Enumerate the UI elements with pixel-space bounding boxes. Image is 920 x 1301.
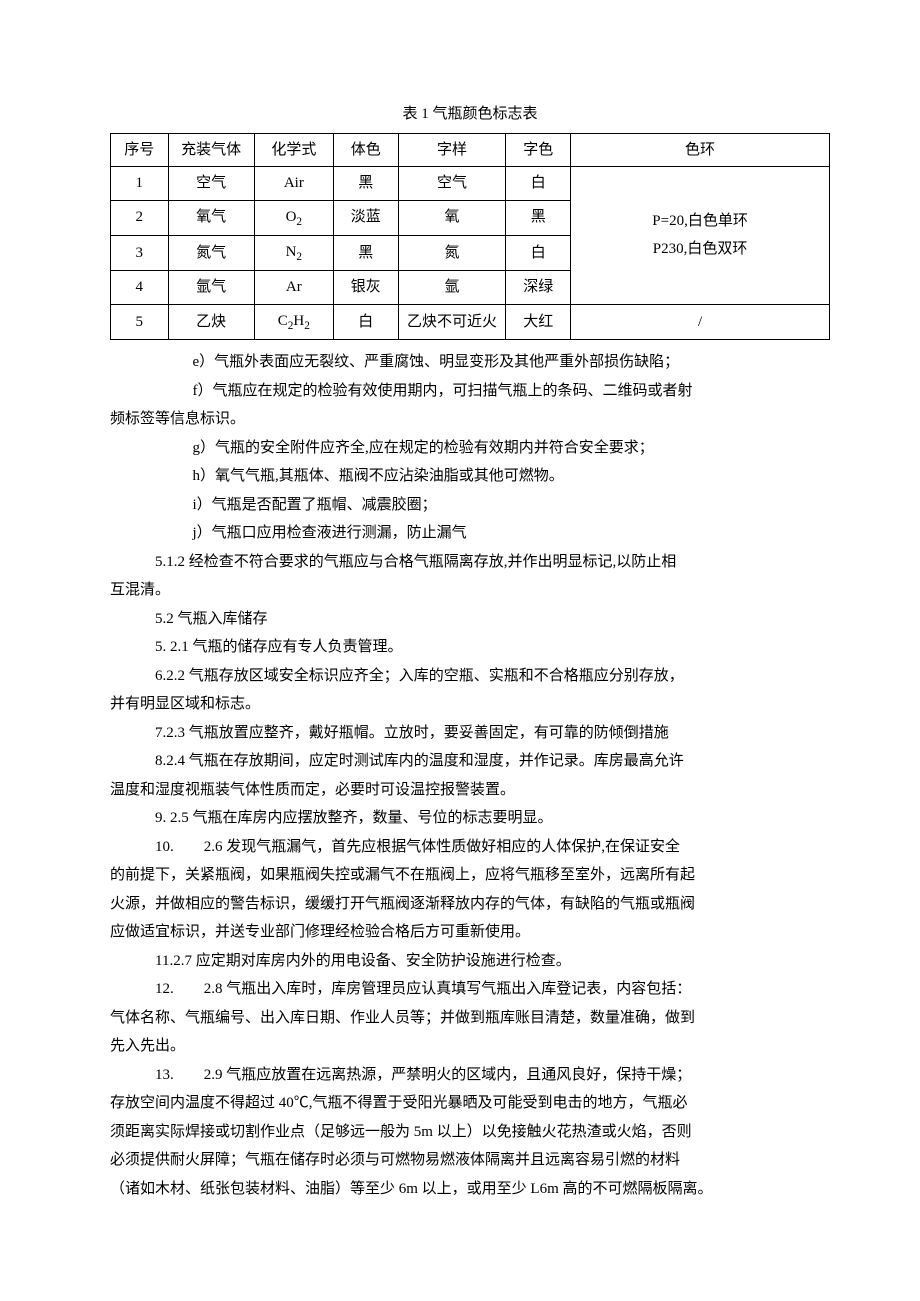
cell: 空气: [168, 167, 254, 201]
para-10a: 10. 2.6 发现气瓶漏气，首先应根据气体性质做好相应的人体保护,在保证安全: [110, 833, 830, 862]
th-index: 序号: [111, 133, 169, 167]
cell: 淡蓝: [333, 200, 398, 235]
para-12c: 先入先出。: [110, 1032, 830, 1061]
cell: Ar: [254, 271, 333, 305]
cell: 氧: [398, 200, 506, 235]
gas-color-table: 序号 充装气体 化学式 体色 字样 字色 色环 1 空气 Air 黑 空气 白 …: [110, 133, 830, 341]
cell: 黑: [333, 235, 398, 270]
cell: 2: [111, 200, 169, 235]
cell: Air: [254, 167, 333, 201]
table-row: 1 空气 Air 黑 空气 白 P=20,白色单环 P230,白色双环: [111, 167, 830, 201]
cell-formula: C2H2: [254, 304, 333, 339]
para-824a: 8.2.4 气瓶在存放期间，应定时测试库内的温度和湿度，并作记录。库房最高允许: [110, 747, 830, 776]
cell: 氩气: [168, 271, 254, 305]
para-f1: f）气瓶应在规定的检验有效使用期内，可扫描气瓶上的条码、二维码或者射: [110, 377, 830, 406]
cell-ring-merged: P=20,白色单环 P230,白色双环: [571, 167, 830, 305]
para-13d: 必须提供耐火屏障；气瓶在储存时必须与可燃物易燃液体隔离并且远离容易引燃的材料: [110, 1146, 830, 1175]
para-512b: 互混清。: [110, 576, 830, 605]
cell: 白: [506, 167, 571, 201]
para-622b: 并有明显区域和标志。: [110, 690, 830, 719]
cell: 1: [111, 167, 169, 201]
cell: 乙炔不可近火: [398, 304, 506, 339]
th-formula: 化学式: [254, 133, 333, 167]
para-11: 11.2.7 应定期对库房内外的用电设备、安全防护设施进行检查。: [110, 947, 830, 976]
th-markcolor: 字色: [506, 133, 571, 167]
para-622a: 6.2.2 气瓶存放区域安全标识应齐全；入库的空瓶、实瓶和不合格瓶应分别存放，: [110, 662, 830, 691]
th-ring: 色环: [571, 133, 830, 167]
para-12b: 气体名称、气瓶编号、出入库日期、作业人员等；并做到瓶库账目清楚，数量准确，做到: [110, 1004, 830, 1033]
cell: 4: [111, 271, 169, 305]
th-body: 体色: [333, 133, 398, 167]
cell: 氮: [398, 235, 506, 270]
para-925: 9. 2.5 气瓶在库房内应摆放整齐，数量、号位的标志要明显。: [110, 804, 830, 833]
para-f2: 频标签等信息标识。: [110, 405, 830, 434]
cell: 空气: [398, 167, 506, 201]
para-824b: 温度和湿度视瓶装气体性质而定，必要时可设温控报警装置。: [110, 776, 830, 805]
para-h: h）氧气气瓶,其瓶体、瓶阀不应沾染油脂或其他可燃物。: [110, 462, 830, 491]
cell: 白: [333, 304, 398, 339]
th-gas: 充装气体: [168, 133, 254, 167]
para-e: e）气瓶外表面应无裂纹、严重腐蚀、明显变形及其他严重外部损伤缺陷；: [110, 348, 830, 377]
para-i: i）气瓶是否配置了瓶帽、减震胶圈；: [110, 491, 830, 520]
cell: 3: [111, 235, 169, 270]
para-52: 5.2 气瓶入库储存: [110, 605, 830, 634]
table-header-row: 序号 充装气体 化学式 体色 字样 字色 色环: [111, 133, 830, 167]
cell: 银灰: [333, 271, 398, 305]
cell: 黑: [506, 200, 571, 235]
para-13a: 13. 2.9 气瓶应放置在远离热源，严禁明火的区域内，且通风良好，保持干燥；: [110, 1061, 830, 1090]
cell: 氩: [398, 271, 506, 305]
th-mark: 字样: [398, 133, 506, 167]
para-10d: 应做适宜标识，并送专业部门修理经检验合格后方可重新使用。: [110, 918, 830, 947]
para-13c: 须距离实际焊接或切割作业点（足够远一般为 5m 以上）以免接触火花热渣或火焰，否…: [110, 1118, 830, 1147]
para-g: g）气瓶的安全附件应齐全,应在规定的检验有效期内并符合安全要求；: [110, 434, 830, 463]
para-j: j）气瓶口应用检查液进行测漏，防止漏气: [110, 519, 830, 548]
table-row: 5 乙炔 C2H2 白 乙炔不可近火 大红 /: [111, 304, 830, 339]
cell: 5: [111, 304, 169, 339]
para-10b: 的前提下，关紧瓶阀，如果瓶阀失控或漏气不在瓶阀上，应将气瓶移至室外，远离所有起: [110, 861, 830, 890]
cell: 黑: [333, 167, 398, 201]
para-12a: 12. 2.8 气瓶出入库时，库房管理员应认真填写气瓶出入库登记表，内容包括：: [110, 975, 830, 1004]
cell: 氮气: [168, 235, 254, 270]
cell-formula: N2: [254, 235, 333, 270]
cell: 大红: [506, 304, 571, 339]
para-13e: （诸如木材、纸张包装材料、油脂）等至少 6m 以上，或用至少 L6m 高的不可燃…: [110, 1175, 830, 1204]
para-521: 5. 2.1 气瓶的储存应有专人负责管理。: [110, 633, 830, 662]
cell: 乙炔: [168, 304, 254, 339]
para-10c: 火源，并做相应的警告标识，缓缓打开气瓶阀逐渐释放内存的气体，有缺陷的气瓶或瓶阀: [110, 890, 830, 919]
para-13b: 存放空间内温度不得超过 40℃,气瓶不得置于受阳光暴晒及可能受到电击的地方，气瓶…: [110, 1089, 830, 1118]
cell: 氧气: [168, 200, 254, 235]
cell-formula: O2: [254, 200, 333, 235]
cell: /: [571, 304, 830, 339]
para-512a: 5.1.2 经检查不符合要求的气瓶应与合格气瓶隔离存放,并作出明显标记,以防止相: [110, 548, 830, 577]
para-723: 7.2.3 气瓶放置应整齐，戴好瓶帽。立放时，要妥善固定，有可靠的防倾倒措施: [110, 719, 830, 748]
cell: 深绿: [506, 271, 571, 305]
table-title: 表 1 气瓶颜色标志表: [110, 100, 830, 129]
cell: 白: [506, 235, 571, 270]
